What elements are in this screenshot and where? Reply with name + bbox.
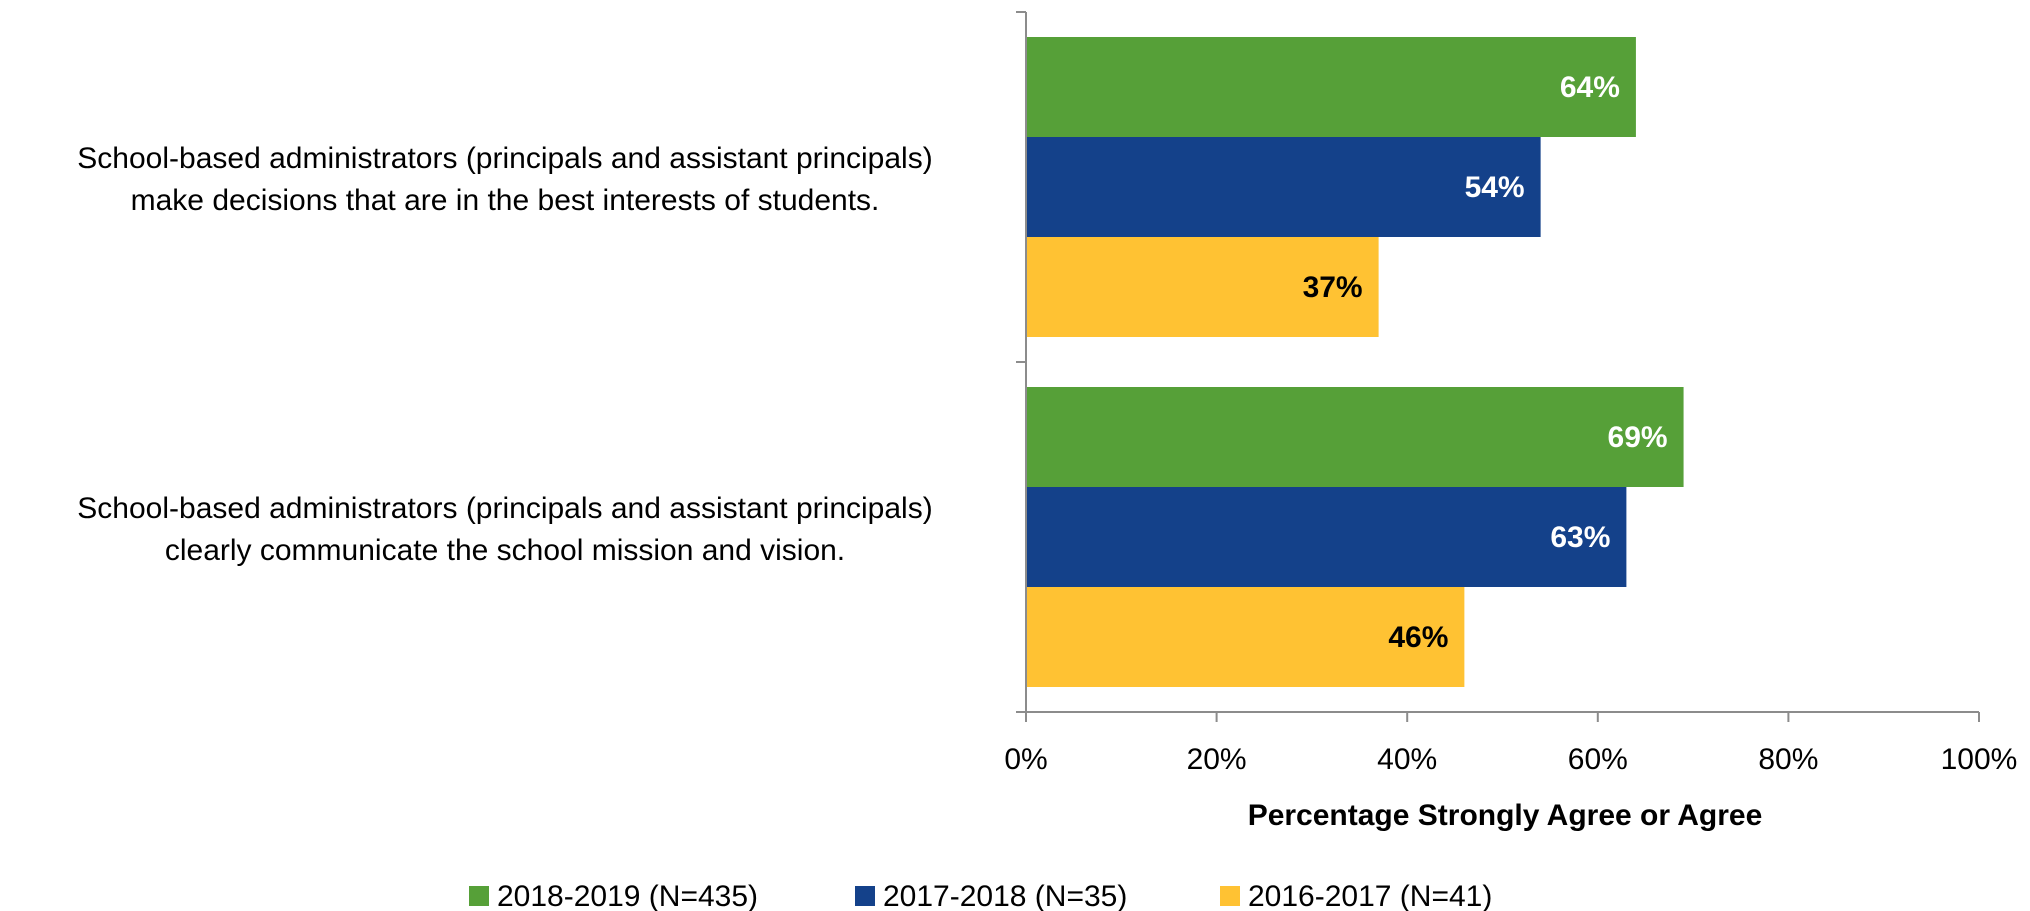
x-axis-ticks: 0% 20% 40% 60% 80% 100% [1004,712,2017,776]
category-labels: School-based administrators (principals … [77,142,932,567]
bar [1026,237,1379,337]
legend-label: 2016-2017 (N=41) [1248,880,1492,911]
legend-swatch [855,886,875,906]
bar [1026,587,1465,687]
x-tick-label: 80% [1758,743,1818,776]
data-label: 54% [1465,171,1525,204]
data-label: 69% [1608,421,1668,454]
data-label: 63% [1550,521,1610,554]
legend-item: 2016-2017 (N=41) [1220,880,1492,911]
legend: 2018-2019 (N=435) 2017-2018 (N=35) 2016-20… [469,880,1492,911]
bar [1026,487,1627,587]
category-label-line: School-based administrators (principals … [77,142,932,175]
data-labels: 64% 54% 37% 69% 63% 46% [1303,71,1668,654]
legend-swatch [469,886,489,906]
legend-label: 2018-2019 (N=435) [497,880,758,911]
category-label: School-based administrators (principals … [77,142,932,217]
x-tick-label: 60% [1568,743,1628,776]
category-label-line: clearly communicate the school mission a… [165,534,845,567]
category-label-line: make decisions that are in the best inte… [131,184,880,217]
data-label: 64% [1560,71,1620,104]
data-label: 37% [1303,271,1363,304]
x-axis-title: Percentage Strongly Agree or Agree [1248,799,1763,832]
legend-swatch [1220,886,1240,906]
bars [1026,37,1684,687]
data-label: 46% [1388,621,1448,654]
bar [1026,387,1684,487]
x-tick-label: 40% [1377,743,1437,776]
x-tick-label: 100% [1941,743,2018,776]
axes [1016,11,1979,713]
bar [1026,37,1636,137]
legend-label: 2017-2018 (N=35) [883,880,1127,911]
legend-item: 2018-2019 (N=435) [469,880,758,911]
category-label: School-based administrators (principals … [77,492,932,567]
bar [1026,137,1541,237]
category-label-line: School-based administrators (principals … [77,492,932,525]
legend-item: 2017-2018 (N=35) [855,880,1127,911]
x-tick-label: 0% [1004,743,1047,776]
x-tick-label: 20% [1187,743,1247,776]
